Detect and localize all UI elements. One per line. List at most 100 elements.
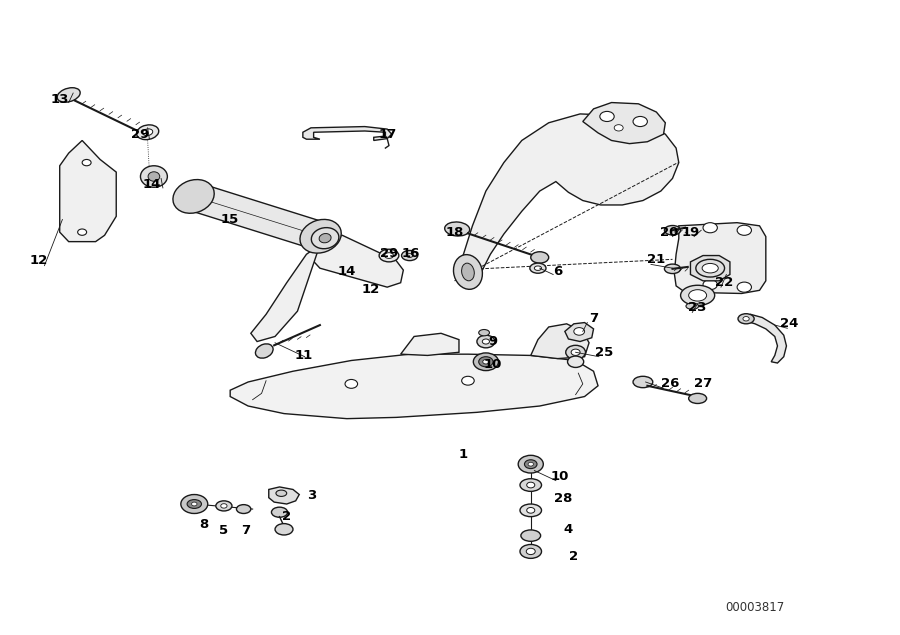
- Ellipse shape: [525, 460, 537, 469]
- Polygon shape: [59, 140, 116, 242]
- Text: 26: 26: [661, 377, 679, 391]
- Text: 4: 4: [563, 523, 573, 536]
- Ellipse shape: [633, 116, 647, 126]
- Ellipse shape: [686, 303, 698, 309]
- Text: 16: 16: [401, 246, 419, 260]
- Text: 15: 15: [221, 213, 239, 226]
- Text: 27: 27: [694, 377, 712, 391]
- Text: 29: 29: [380, 246, 398, 260]
- Text: 7: 7: [589, 312, 598, 325]
- Text: 22: 22: [715, 276, 733, 288]
- Ellipse shape: [566, 345, 586, 359]
- Polygon shape: [739, 314, 787, 363]
- Ellipse shape: [572, 349, 580, 356]
- Ellipse shape: [680, 285, 715, 305]
- Text: 2: 2: [282, 510, 292, 523]
- Polygon shape: [565, 323, 594, 342]
- Ellipse shape: [58, 88, 80, 102]
- Text: 6: 6: [553, 265, 562, 278]
- Polygon shape: [308, 236, 403, 287]
- Ellipse shape: [530, 263, 546, 273]
- Polygon shape: [674, 223, 766, 293]
- Ellipse shape: [300, 220, 341, 253]
- Text: 28: 28: [554, 493, 572, 505]
- Polygon shape: [400, 333, 459, 356]
- Ellipse shape: [520, 544, 542, 558]
- Ellipse shape: [477, 335, 495, 348]
- Ellipse shape: [137, 125, 158, 140]
- Ellipse shape: [520, 479, 542, 491]
- Ellipse shape: [479, 330, 490, 336]
- Text: 20: 20: [660, 225, 678, 239]
- Ellipse shape: [454, 255, 482, 290]
- Ellipse shape: [187, 500, 202, 509]
- Text: 13: 13: [50, 93, 69, 106]
- Ellipse shape: [482, 339, 490, 344]
- Ellipse shape: [568, 356, 584, 368]
- Text: 9: 9: [489, 335, 498, 348]
- Ellipse shape: [664, 264, 680, 274]
- Ellipse shape: [520, 504, 542, 517]
- Ellipse shape: [379, 249, 399, 262]
- Polygon shape: [251, 245, 320, 342]
- Ellipse shape: [703, 223, 717, 233]
- Ellipse shape: [445, 222, 470, 236]
- Text: 19: 19: [681, 225, 699, 239]
- Ellipse shape: [462, 263, 474, 281]
- Ellipse shape: [384, 253, 393, 258]
- Ellipse shape: [664, 225, 680, 235]
- Text: 2: 2: [570, 550, 579, 563]
- Ellipse shape: [518, 455, 544, 473]
- Ellipse shape: [521, 530, 541, 541]
- Text: 11: 11: [294, 349, 313, 362]
- Ellipse shape: [256, 344, 273, 358]
- Text: 12: 12: [30, 254, 49, 267]
- Ellipse shape: [737, 282, 751, 292]
- Ellipse shape: [173, 180, 214, 213]
- Polygon shape: [531, 324, 590, 359]
- Ellipse shape: [614, 124, 623, 131]
- Ellipse shape: [526, 482, 535, 488]
- Text: 8: 8: [200, 518, 209, 531]
- Ellipse shape: [473, 353, 499, 371]
- Ellipse shape: [531, 251, 549, 263]
- Ellipse shape: [462, 377, 474, 385]
- Ellipse shape: [526, 507, 535, 513]
- Ellipse shape: [220, 504, 227, 508]
- Ellipse shape: [181, 495, 208, 514]
- Ellipse shape: [192, 502, 197, 506]
- Text: 12: 12: [362, 283, 380, 295]
- Ellipse shape: [703, 279, 717, 290]
- Polygon shape: [269, 487, 300, 504]
- Text: 25: 25: [595, 346, 614, 359]
- Text: 24: 24: [780, 318, 798, 330]
- Polygon shape: [185, 184, 328, 249]
- Polygon shape: [230, 354, 598, 418]
- Ellipse shape: [574, 328, 585, 335]
- Ellipse shape: [216, 501, 232, 511]
- Text: 1: 1: [459, 448, 468, 461]
- Ellipse shape: [272, 507, 288, 518]
- Text: 23: 23: [688, 301, 706, 314]
- Ellipse shape: [535, 266, 542, 271]
- Ellipse shape: [479, 357, 493, 367]
- Ellipse shape: [702, 264, 718, 273]
- Ellipse shape: [401, 250, 418, 260]
- Ellipse shape: [275, 524, 293, 535]
- Ellipse shape: [140, 166, 167, 187]
- Ellipse shape: [82, 159, 91, 166]
- Ellipse shape: [345, 380, 357, 389]
- Ellipse shape: [742, 317, 749, 321]
- Text: 29: 29: [131, 128, 149, 141]
- Ellipse shape: [599, 111, 614, 121]
- Ellipse shape: [633, 377, 652, 388]
- Polygon shape: [454, 114, 679, 281]
- Polygon shape: [303, 126, 392, 140]
- Text: 18: 18: [446, 225, 464, 239]
- Ellipse shape: [688, 393, 706, 403]
- Polygon shape: [690, 255, 730, 281]
- Ellipse shape: [526, 548, 536, 554]
- Text: 10: 10: [484, 358, 502, 371]
- Ellipse shape: [482, 359, 489, 364]
- Text: 5: 5: [220, 524, 229, 537]
